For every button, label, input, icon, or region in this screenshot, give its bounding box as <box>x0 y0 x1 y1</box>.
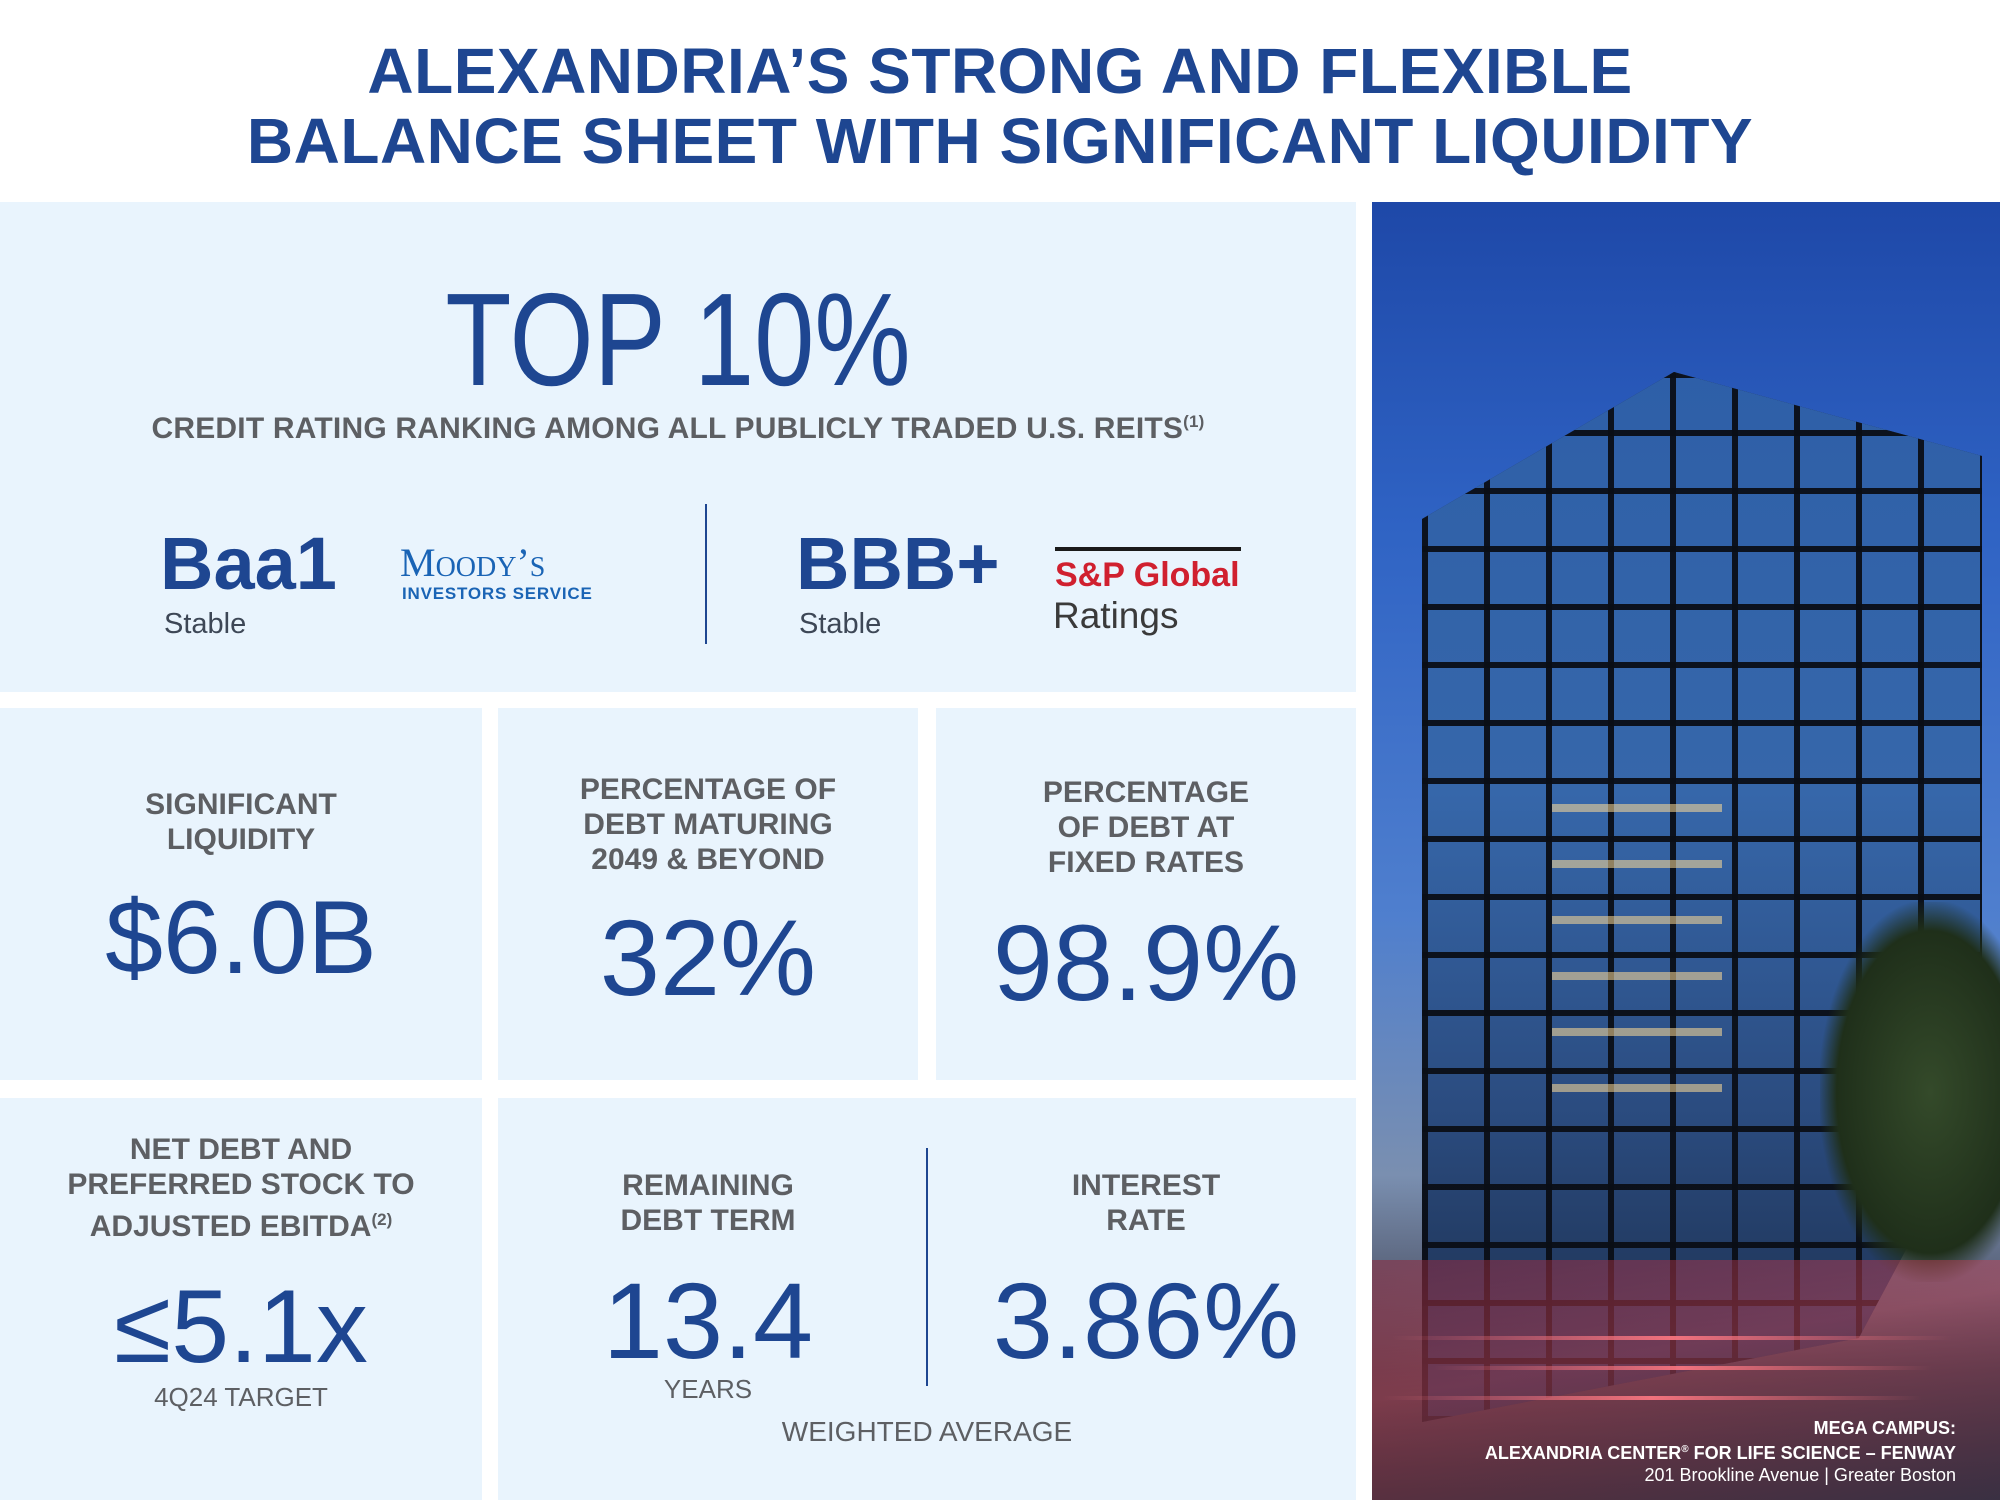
photo-caption-line-2a: ALEXANDRIA CENTER <box>1484 1443 1682 1463</box>
moodys-logo-main: Moody’s <box>400 540 546 585</box>
debt-term-unit: YEARS <box>663 1374 753 1404</box>
sp-logo-bar <box>1055 547 1241 551</box>
tree-illustration <box>1820 902 2000 1282</box>
photo-caption: MEGA CAMPUS: ALEXANDRIA CENTER® FOR LIFE… <box>1396 1417 1956 1486</box>
sp-logo-main: S&P Global <box>1055 556 1240 594</box>
leverage-panel: NET DEBT AND PREFERRED STOCK TO ADJUSTED… <box>0 1098 482 1500</box>
debt-maturing-value: 32% <box>599 897 817 1018</box>
interest-rate-value: 3.86% <box>992 1260 1300 1381</box>
leverage-label-line-3: ADJUSTED EBITDA <box>89 1210 372 1243</box>
liquidity-value: $6.0B <box>105 880 377 996</box>
building-photo: MEGA CAMPUS: ALEXANDRIA CENTER® FOR LIFE… <box>1372 202 2000 1500</box>
building-lights <box>1552 762 1722 1092</box>
interest-rate-label: INTEREST RATE <box>936 1168 1356 1238</box>
debt-term-label-line-2: DEBT TERM <box>620 1204 796 1237</box>
credit-ranking-caption: CREDIT RATING RANKING AMONG ALL PUBLICLY… <box>0 412 1356 446</box>
fixed-rate-value: 98.9% <box>992 902 1300 1023</box>
debt-term-label-line-1: REMAINING <box>622 1169 794 1202</box>
leverage-label-line-2: PREFERRED STOCK TO <box>67 1168 415 1201</box>
liquidity-label: SIGNIFICANT LIQUIDITY <box>0 787 482 857</box>
debt-maturing-panel: PERCENTAGE OF DEBT MATURING 2049 & BEYON… <box>498 708 918 1080</box>
street-illustration <box>1372 1260 2000 1500</box>
fixed-rate-label-line-2: OF DEBT AT <box>1057 811 1235 844</box>
moodys-outlook: Stable <box>164 608 247 640</box>
credit-ranking-value: TOP 10% <box>445 266 911 413</box>
light-streak <box>1432 1366 1932 1370</box>
debt-maturing-label-line-3: 2049 & BEYOND <box>591 843 825 876</box>
registered-mark: ® <box>1681 1444 1689 1455</box>
moodys-rating: Baa1 <box>160 522 337 605</box>
sp-rating: BBB+ <box>796 522 1000 605</box>
leverage-target-note: 4Q24 TARGET <box>154 1382 328 1412</box>
debt-term-value: 13.4 <box>602 1260 814 1381</box>
light-streak <box>1382 1396 1922 1400</box>
moodys-logo-sub: INVESTORS SERVICE <box>402 584 593 603</box>
title-line-1: ALEXANDRIA’S STRONG AND FLEXIBLE <box>367 35 1633 107</box>
fixed-rate-label-line-1: PERCENTAGE <box>1042 776 1250 809</box>
page-title: ALEXANDRIA’S STRONG AND FLEXIBLE BALANCE… <box>0 36 2000 176</box>
debt-maturing-label: PERCENTAGE OF DEBT MATURING 2049 & BEYON… <box>498 772 918 877</box>
debt-term-label: REMAINING DEBT TERM <box>498 1168 918 1238</box>
term-rate-divider <box>926 1148 928 1386</box>
photo-caption-line-2b: FOR LIFE SCIENCE – FENWAY <box>1688 1443 1956 1463</box>
title-line-2: BALANCE SHEET WITH SIGNIFICANT LIQUIDITY <box>246 105 1754 177</box>
sp-outlook: Stable <box>799 608 882 640</box>
light-streak <box>1392 1336 1952 1340</box>
fixed-rate-label: PERCENTAGE OF DEBT AT FIXED RATES <box>936 775 1356 880</box>
liquidity-label-line-1: SIGNIFICANT <box>145 788 337 821</box>
footnote-2: (2) <box>371 1210 393 1229</box>
photo-caption-line-3: 201 Brookline Avenue | Greater Boston <box>1644 1465 1956 1485</box>
interest-rate-label-line-2: RATE <box>1106 1204 1186 1237</box>
photo-caption-line-1: MEGA CAMPUS: <box>1813 1418 1956 1438</box>
sp-logo-sub: Ratings <box>1053 595 1179 636</box>
fixed-rate-panel: PERCENTAGE OF DEBT AT FIXED RATES 98.9% <box>936 708 1356 1080</box>
fixed-rate-label-line-3: FIXED RATES <box>1047 846 1245 879</box>
footnote-1: (1) <box>1183 412 1205 431</box>
photo-caption-line-2: ALEXANDRIA CENTER® FOR LIFE SCIENCE – FE… <box>1396 1439 1956 1464</box>
leverage-label: NET DEBT AND PREFERRED STOCK TO ADJUSTED… <box>0 1132 482 1244</box>
leverage-value: ≤5.1x <box>114 1269 368 1385</box>
credit-rating-panel: TOP 10% CREDIT RATING RANKING AMONG ALL … <box>0 202 1356 692</box>
interest-rate-label-line-1: INTEREST <box>1071 1169 1221 1202</box>
weighted-average-panel: REMAINING DEBT TERM 13.4 YEARS INTEREST … <box>498 1098 1356 1500</box>
rating-divider <box>705 504 707 644</box>
liquidity-label-line-2: LIQUIDITY <box>166 823 316 856</box>
credit-ranking-caption-text: CREDIT RATING RANKING AMONG ALL PUBLICLY… <box>151 412 1184 445</box>
debt-maturing-label-line-2: DEBT MATURING <box>583 808 833 841</box>
liquidity-panel: SIGNIFICANT LIQUIDITY $6.0B <box>0 708 482 1080</box>
weighted-average-label: WEIGHTED AVERAGE <box>781 1416 1073 1447</box>
leverage-label-line-1: NET DEBT AND <box>129 1133 353 1166</box>
debt-maturing-label-line-1: PERCENTAGE OF <box>579 773 837 806</box>
leverage-label-line-3-wrap: ADJUSTED EBITDA(2) <box>0 1202 482 1244</box>
